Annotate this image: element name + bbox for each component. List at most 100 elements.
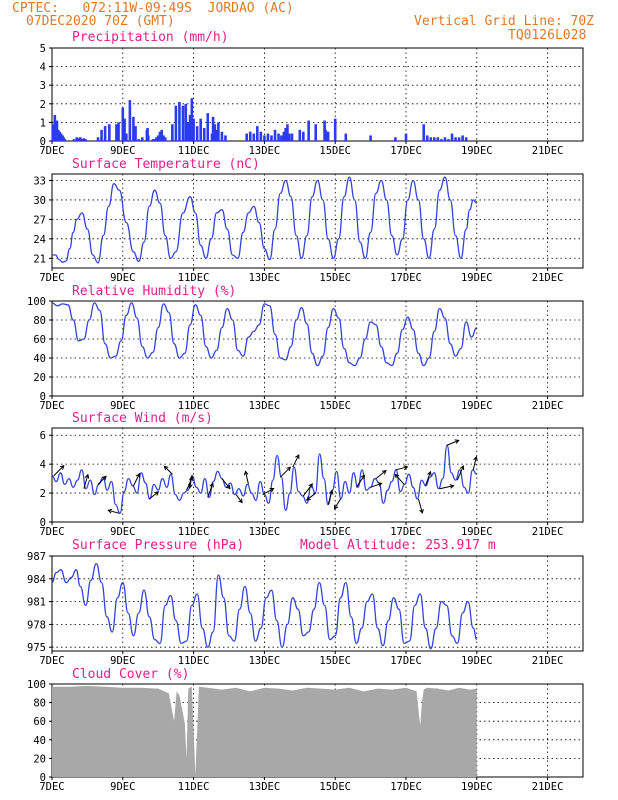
panel1-xtick-label: 13DEC: [249, 145, 281, 157]
panel1-ytick-label: 1: [40, 117, 46, 129]
panel6-ytick-label: 0: [40, 772, 46, 784]
panel1-bar: [447, 139, 450, 141]
panel6-cloud-area: [52, 685, 477, 777]
panel5-frame: [51, 555, 584, 652]
panel1-bar: [153, 139, 156, 141]
panel6-ytick-label: 60: [33, 716, 46, 728]
panel5-xtick-label: 9DEC: [110, 655, 135, 667]
panel4-xtick-label: 21DEC: [532, 526, 564, 538]
panel4-series-line: [51, 444, 477, 514]
panel3-xtick-label: 21DEC: [532, 400, 564, 412]
panel1-bar: [151, 139, 155, 141]
panel1-bar: [181, 105, 185, 141]
panel1-bar: [245, 133, 248, 141]
panel4-wind-arrowhead: [84, 473, 90, 479]
panel2-ytick-label: 24: [33, 234, 46, 246]
panel2-xtick-label: 9DEC: [110, 272, 135, 284]
panel1-bar: [160, 129, 164, 141]
panel4-xtick-label: 7DEC: [39, 526, 64, 538]
panel1-bar: [171, 124, 174, 141]
panel1-bar: [158, 131, 162, 141]
panel1-ytick-label: 3: [40, 80, 46, 92]
panel5-series-line: [51, 562, 478, 650]
panel1-bar: [394, 137, 397, 141]
panel5-ytick-label: 981: [27, 597, 46, 609]
panel1-bar: [140, 137, 144, 141]
panel1-bar: [429, 137, 433, 141]
panel4-frame: [51, 427, 584, 523]
panel4-xtick-label: 9DEC: [110, 526, 135, 538]
panel4-wind-arrow: [456, 465, 464, 481]
panel4-wind-arrowhead: [59, 464, 65, 470]
panel1-title: Precipitation (mm/h): [72, 30, 229, 45]
panel4-wind-arrow: [302, 483, 313, 497]
panel1-bar: [344, 133, 348, 141]
panel1-bar: [263, 135, 266, 141]
panel2-xtick-label: 15DEC: [319, 272, 351, 284]
panel4-wind-arrowhead: [209, 482, 214, 488]
panel1-ytick-label: 0: [40, 136, 46, 148]
panel1-bar: [186, 122, 190, 141]
panel6-xtick-label: 15DEC: [319, 781, 351, 793]
panel4-wind-arrow: [244, 471, 249, 485]
panel6-ytick-label: 20: [33, 753, 46, 765]
panel4-wind-arrowhead: [454, 439, 460, 444]
panel3-ytick-label: 80: [33, 315, 46, 327]
panel1-bar: [121, 107, 125, 141]
panel1-bar: [284, 127, 287, 141]
panel1-bar: [53, 114, 57, 141]
panel4-xtick-label: 11DEC: [178, 526, 210, 538]
panel1-bar: [215, 129, 218, 141]
panel1-bar: [440, 139, 443, 141]
panel6-xtick-label: 19DEC: [461, 781, 493, 793]
panel1-bar: [75, 137, 79, 141]
panel4-wind-arrowhead: [449, 484, 455, 489]
panel1-bar: [252, 133, 256, 141]
panel1-bar: [163, 137, 167, 141]
panel4-wind-arrowhead: [286, 466, 292, 472]
panel6-xtick-label: 13DEC: [249, 781, 281, 793]
panel4-wind-arrowhead: [381, 469, 387, 475]
panel1-bar: [290, 133, 294, 141]
panel4-wind-arrow: [207, 483, 214, 498]
panel4-xtick-label: 15DEC: [319, 526, 351, 538]
panel2-xtick-label: 19DEC: [461, 272, 493, 284]
panel1-xtick-label: 9DEC: [110, 145, 135, 157]
panel1-bar: [79, 137, 82, 141]
panel5-xtick-label: 21DEC: [532, 655, 564, 667]
panel4-wind-arrow: [149, 491, 159, 500]
panel4-wind-arrow: [83, 474, 89, 489]
panel4-wind-arrowhead: [308, 483, 313, 488]
panel1-bar: [333, 118, 337, 141]
panel1-bar: [425, 135, 429, 141]
panel2-ytick-label: 21: [33, 253, 46, 265]
panel2-xtick-label: 7DEC: [39, 272, 64, 284]
panel3-ytick-label: 0: [40, 391, 46, 403]
panel1-bar: [217, 122, 220, 141]
panel1-bar: [206, 113, 210, 141]
panel1-bar: [454, 137, 457, 141]
panel1-bar: [156, 135, 160, 141]
panel4-wind-arrowhead: [226, 484, 231, 490]
panel1-bar: [58, 131, 62, 141]
panel4-wind-arrow: [424, 471, 431, 487]
panel4-wind-arrow: [235, 494, 243, 503]
panel1-bar: [117, 122, 120, 141]
panel4-wind-arrow: [327, 490, 333, 505]
panel1-bar: [457, 137, 461, 141]
panel1-bar: [137, 139, 141, 141]
panel3-xtick-label: 7DEC: [39, 400, 64, 412]
panel5-annotation: Model Altitude: 253.917 m: [300, 538, 496, 553]
panel2-ytick-label: 27: [33, 214, 46, 226]
panel1-xtick-label: 19DEC: [461, 145, 493, 157]
panel5-xtick-label: 11DEC: [178, 655, 210, 667]
panel4-wind-arrowhead: [377, 482, 383, 487]
panel4-wind-arrowhead: [102, 475, 107, 481]
panel3-xtick-label: 9DEC: [110, 400, 135, 412]
panel1-bar: [248, 131, 252, 141]
panel1-bar: [63, 139, 67, 141]
panel4-wind-arrow: [356, 475, 365, 488]
panel3-frame: [51, 300, 584, 397]
panel1-bar: [324, 129, 327, 141]
panel1-bar: [195, 126, 199, 141]
